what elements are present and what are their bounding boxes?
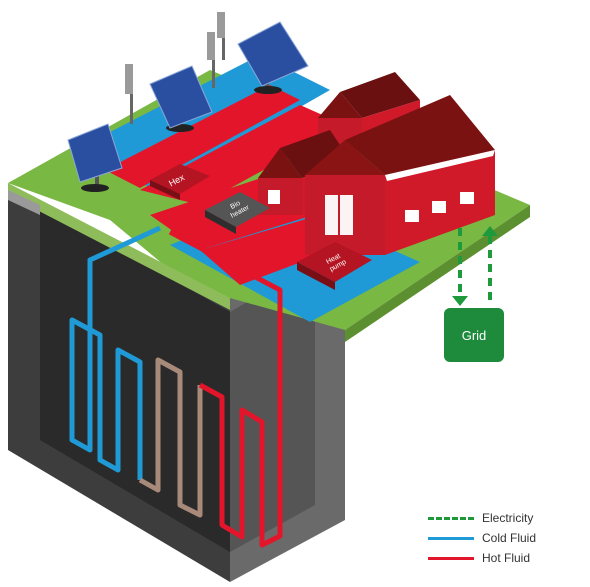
- electricity-lines: [458, 228, 492, 300]
- legend-swatch-hot: [428, 556, 474, 560]
- legend-item-hot: Hot Fluid: [428, 548, 578, 568]
- bio-heater-line1: Bio: [229, 200, 241, 211]
- grid-box: Grid: [444, 308, 504, 362]
- heat-pump-unit: Heat pump: [297, 242, 372, 290]
- house-icon: [305, 95, 495, 255]
- bio-heater-unit: Bio heater: [205, 192, 270, 234]
- hex-unit: Hex: [150, 164, 210, 200]
- legend-label-electricity: Electricity: [482, 511, 534, 525]
- legend-label-cold: Cold Fluid: [482, 531, 537, 545]
- wind-turbine-icon: [207, 32, 215, 88]
- solar-panel-icon: [149, 65, 213, 132]
- legend-swatch-electricity: [428, 516, 474, 520]
- arrow-down-icon: [452, 296, 468, 306]
- ground-loop-pipes: [69, 225, 283, 548]
- legend: Electricity Cold Fluid Hot Fluid: [428, 508, 578, 568]
- legend-swatch-cold: [428, 536, 474, 540]
- solar-panel-icon: [67, 123, 123, 192]
- legend-item-electricity: Electricity: [428, 508, 578, 528]
- solar-panel-icon: [237, 21, 309, 94]
- grid-label: Grid: [462, 328, 487, 343]
- wind-turbine-icon: [217, 12, 225, 60]
- legend-item-cold: Cold Fluid: [428, 528, 578, 548]
- arrow-up-icon: [482, 226, 498, 236]
- legend-label-hot: Hot Fluid: [482, 551, 531, 565]
- wind-turbine-icon: [125, 64, 133, 124]
